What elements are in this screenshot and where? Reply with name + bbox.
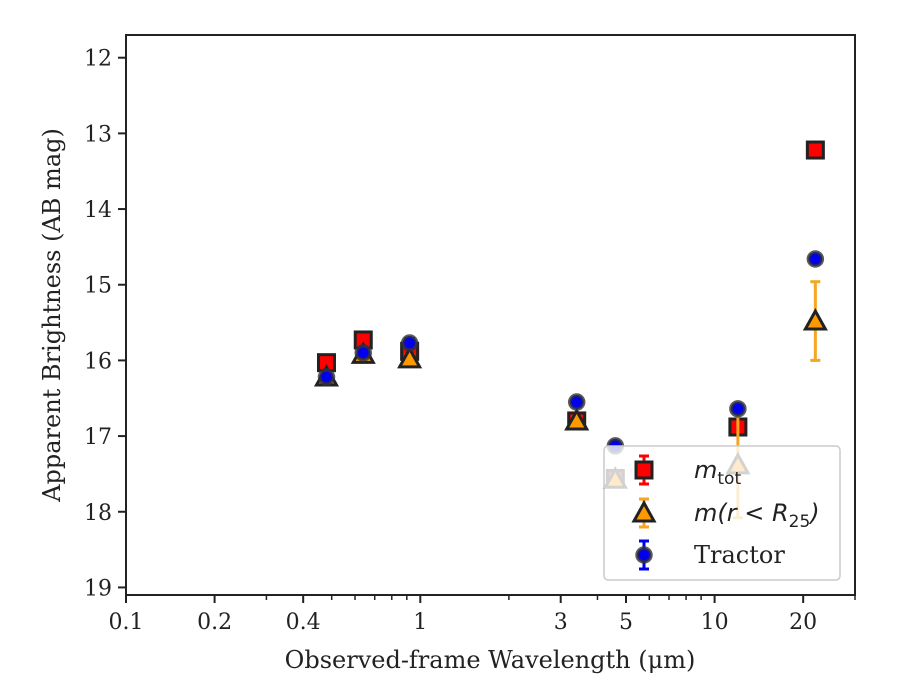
x-tick-label: 0.1 — [109, 610, 144, 635]
data-point-circle — [806, 250, 825, 268]
x-tick-label: 0.2 — [197, 610, 232, 635]
legend-marker-triangle — [631, 499, 657, 523]
x-axis-title: Observed-frame Wavelength (μm) — [285, 646, 696, 674]
legend: mtot m(r < R25) Tractor — [603, 445, 841, 581]
data-point-circle — [317, 368, 336, 386]
y-tick-label: 16 — [84, 349, 112, 374]
legend-box — [603, 445, 841, 581]
data-point-square — [805, 140, 825, 160]
y-tick-label: 18 — [84, 501, 112, 526]
legend-label: mtot — [694, 456, 741, 489]
data-point-circle — [729, 400, 747, 418]
data-point-circle — [567, 393, 586, 411]
x-tick-label: 5 — [619, 610, 633, 635]
data-point-triangle — [564, 407, 590, 431]
data-point-circle — [400, 334, 419, 352]
series-square — [316, 140, 825, 488]
legend-marker-square — [634, 460, 654, 480]
data-point-triangle — [802, 307, 828, 331]
y-tick-label: 17 — [84, 425, 112, 450]
data-point-triangle — [397, 345, 423, 369]
legend-entry: m(r < R25) — [631, 497, 820, 532]
x-tick-label: 10 — [701, 610, 729, 635]
legend-label: Tractor — [694, 541, 785, 569]
y-tick-label: 12 — [84, 47, 112, 72]
y-tick-label: 14 — [84, 198, 112, 223]
y-tick-label: 13 — [84, 122, 112, 147]
legend-entry: Tractor — [635, 539, 785, 571]
x-tick-label: 0.4 — [286, 610, 321, 635]
plot-frame — [125, 34, 856, 596]
x-tick-label: 20 — [789, 610, 817, 635]
data-point-circle — [354, 344, 373, 362]
legend-marker-circle — [635, 546, 653, 564]
x-tick-label: 3 — [554, 610, 568, 635]
x-tick-label: 1 — [413, 610, 427, 635]
y-axis-title: Apparent Brightness (AB mag) — [38, 128, 66, 503]
y-tick-label: 19 — [84, 576, 112, 601]
legend-label: m(r < R25) — [694, 499, 820, 532]
y-tick-label: 15 — [84, 274, 112, 299]
legend-entry: mtot — [634, 454, 741, 489]
